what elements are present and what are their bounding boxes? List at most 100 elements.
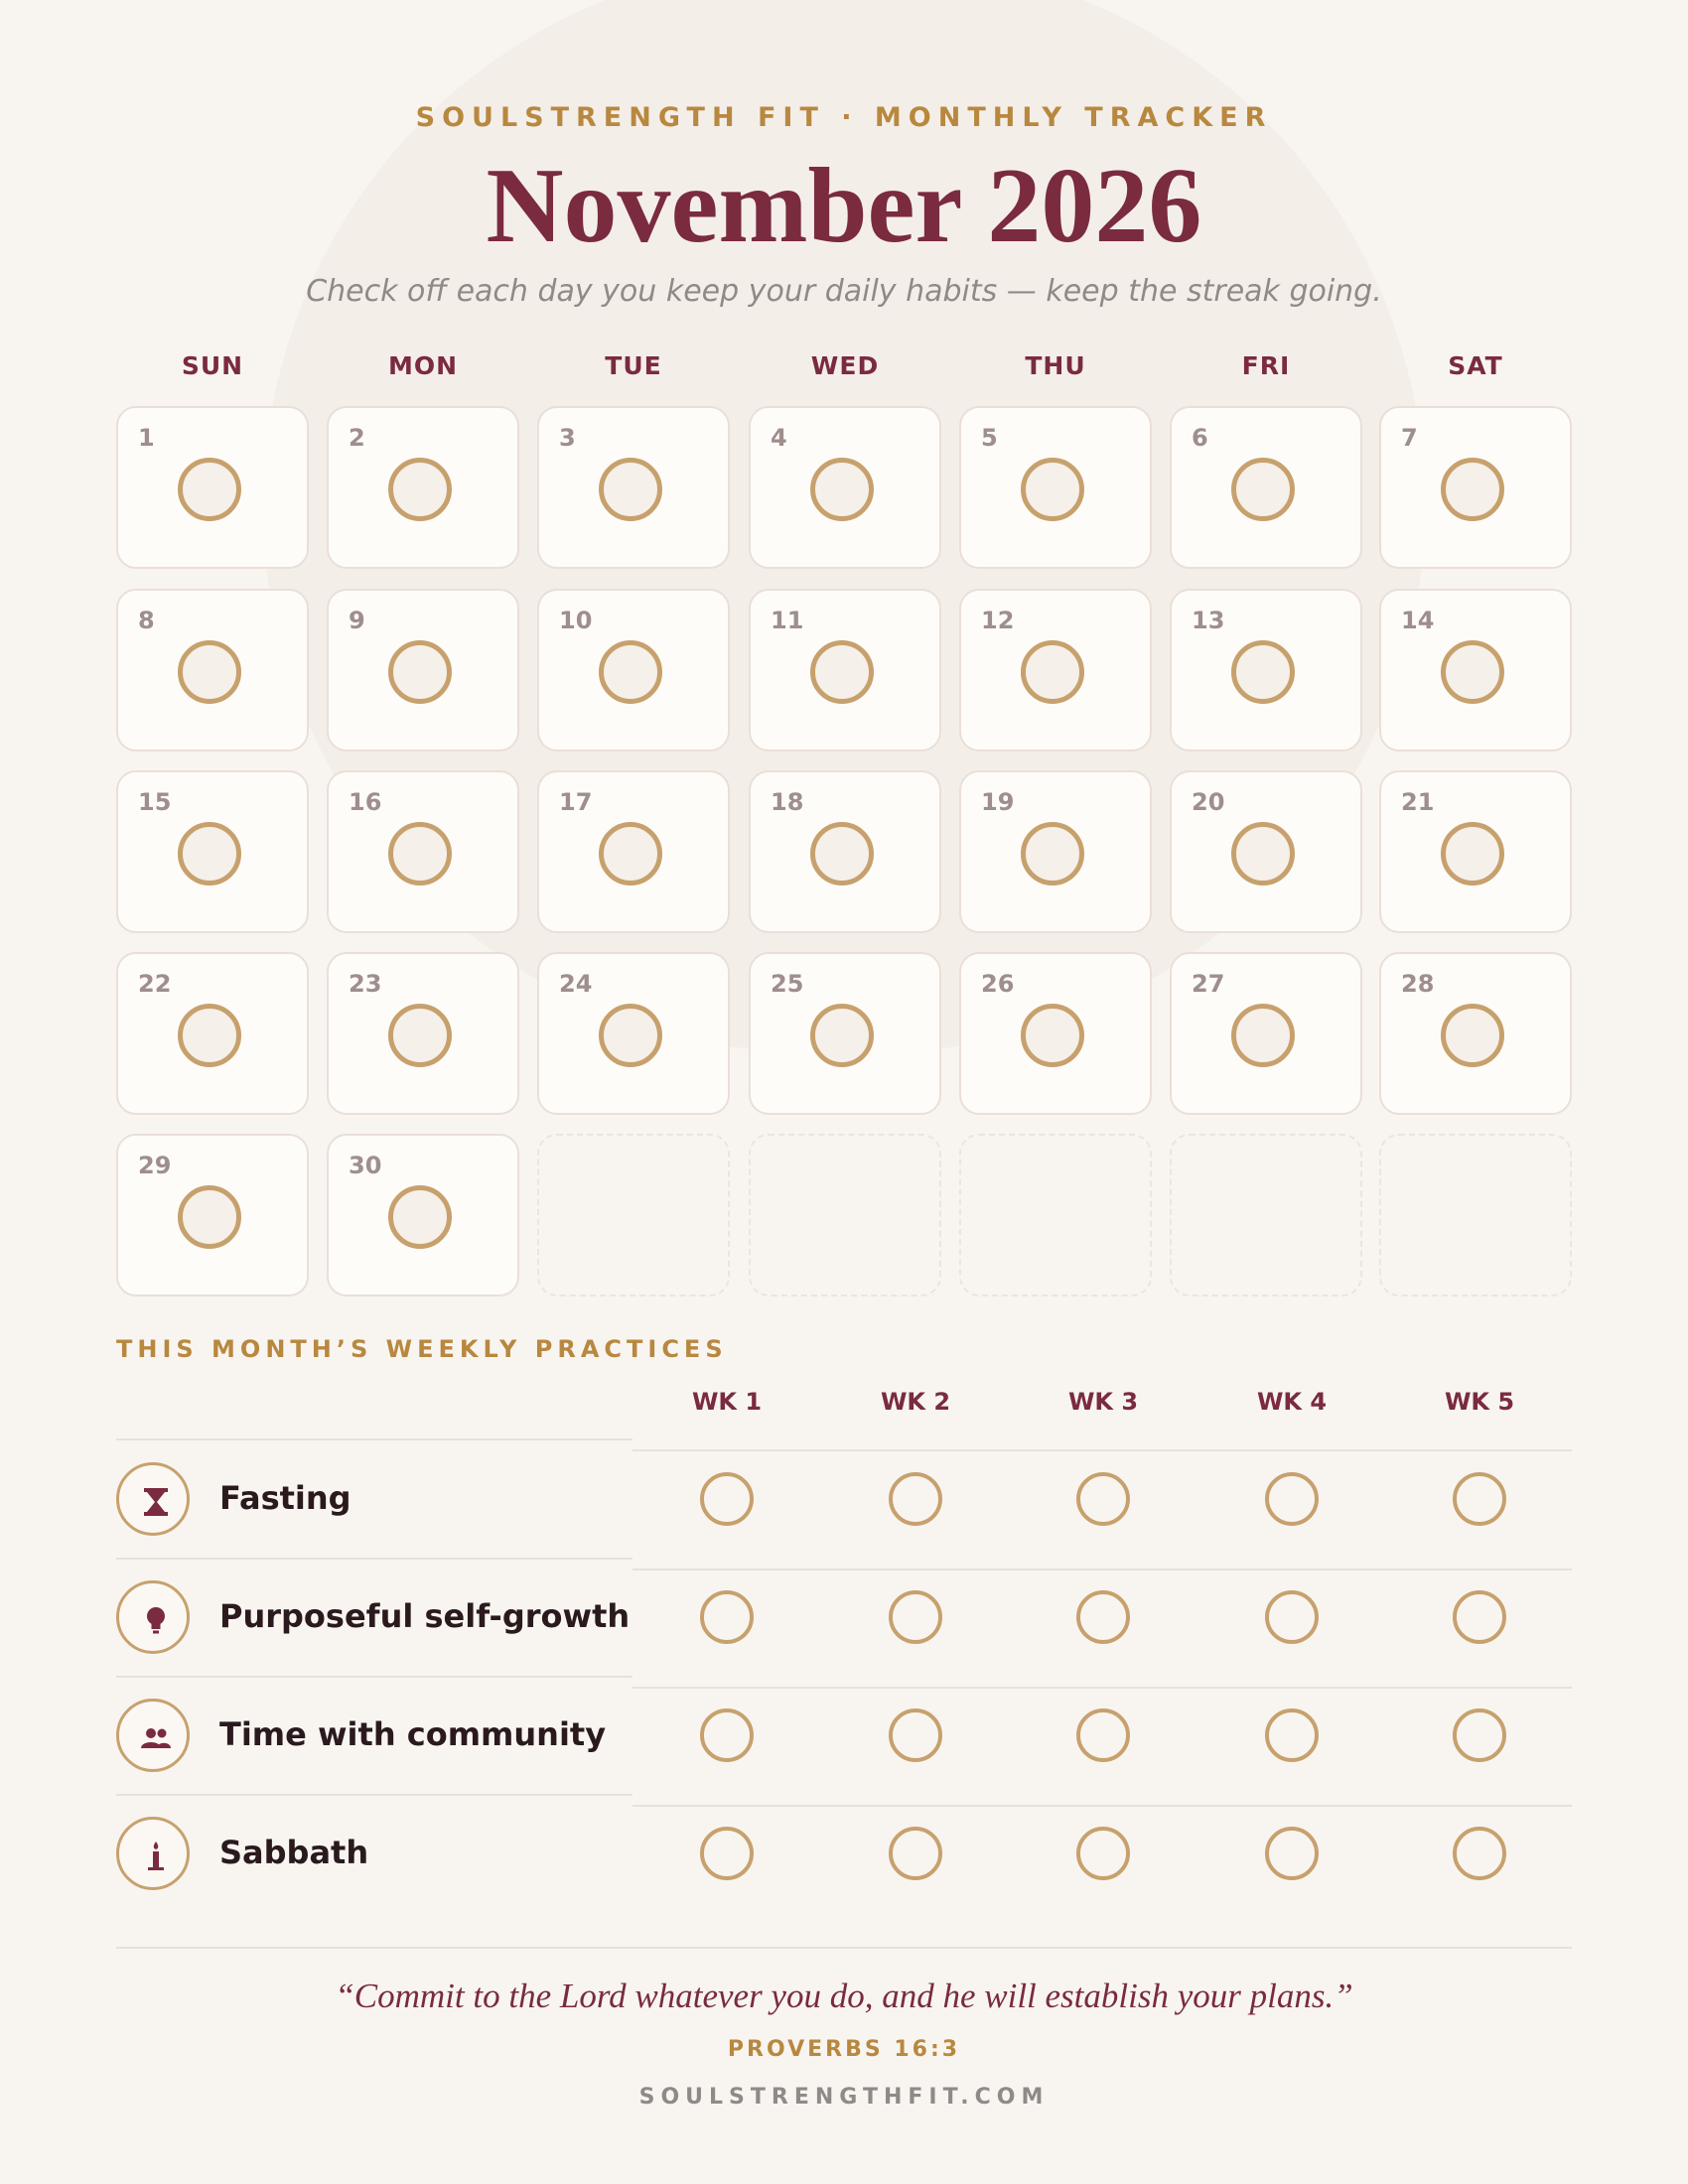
week-checkbox-circle[interactable] — [1265, 1827, 1319, 1880]
day-cell[interactable]: 30 — [327, 1134, 519, 1297]
day-cell[interactable]: 20 — [1170, 770, 1362, 933]
day-checkbox-circle[interactable] — [388, 822, 452, 886]
day-number: 8 — [138, 607, 155, 634]
day-checkbox-circle[interactable] — [810, 822, 874, 886]
day-cell[interactable]: 7 — [1379, 406, 1572, 569]
weekday-label-fri: FRI — [1241, 351, 1291, 380]
week-checkbox-circle[interactable] — [1076, 1472, 1130, 1526]
day-checkbox-circle[interactable] — [599, 640, 662, 704]
day-checkbox-circle[interactable] — [1441, 822, 1504, 886]
day-cell[interactable]: 4 — [749, 406, 941, 569]
day-cell[interactable]: 25 — [749, 952, 941, 1115]
day-number: 21 — [1401, 788, 1435, 816]
day-checkbox-circle[interactable] — [599, 458, 662, 521]
empty-day-cell — [959, 1134, 1152, 1297]
week-checkbox-circle[interactable] — [700, 1590, 754, 1644]
day-number: 17 — [559, 788, 593, 816]
day-checkbox-circle[interactable] — [178, 1185, 241, 1249]
week-checkbox-circle[interactable] — [1265, 1708, 1319, 1762]
day-checkbox-circle[interactable] — [1021, 640, 1084, 704]
day-checkbox-circle[interactable] — [599, 1004, 662, 1067]
day-cell[interactable]: 15 — [116, 770, 309, 933]
day-cell[interactable]: 29 — [116, 1134, 309, 1297]
row-divider — [116, 1794, 633, 1796]
day-cell[interactable]: 27 — [1170, 952, 1362, 1115]
week-checkbox-circle[interactable] — [700, 1708, 754, 1762]
week-checkbox-circle[interactable] — [1265, 1472, 1319, 1526]
day-checkbox-circle[interactable] — [1441, 458, 1504, 521]
day-checkbox-circle[interactable] — [1441, 640, 1504, 704]
day-cell[interactable]: 8 — [116, 589, 309, 751]
day-checkbox-circle[interactable] — [599, 822, 662, 886]
day-checkbox-circle[interactable] — [1441, 1004, 1504, 1067]
day-cell[interactable]: 2 — [327, 406, 519, 569]
day-checkbox-circle[interactable] — [1021, 822, 1084, 886]
day-checkbox-circle[interactable] — [1231, 822, 1295, 886]
empty-day-cell — [1170, 1134, 1362, 1297]
day-checkbox-circle[interactable] — [1231, 458, 1295, 521]
week-checkbox-circle[interactable] — [1453, 1472, 1506, 1526]
day-cell[interactable]: 26 — [959, 952, 1152, 1115]
day-number: 24 — [559, 970, 593, 998]
week-checkbox-circle[interactable] — [700, 1472, 754, 1526]
week-checkbox-circle[interactable] — [1076, 1708, 1130, 1762]
day-cell[interactable]: 10 — [537, 589, 730, 751]
day-cell[interactable]: 18 — [749, 770, 941, 933]
day-checkbox-circle[interactable] — [1231, 1004, 1295, 1067]
day-cell[interactable]: 11 — [749, 589, 941, 751]
day-cell[interactable]: 3 — [537, 406, 730, 569]
day-cell[interactable]: 19 — [959, 770, 1152, 933]
day-checkbox-circle[interactable] — [1021, 458, 1084, 521]
day-cell[interactable]: 1 — [116, 406, 309, 569]
day-cell[interactable]: 28 — [1379, 952, 1572, 1115]
week-checkbox-circle[interactable] — [700, 1827, 754, 1880]
day-checkbox-circle[interactable] — [388, 1004, 452, 1067]
lightbulb-icon — [116, 1580, 190, 1654]
day-cell[interactable]: 22 — [116, 952, 309, 1115]
week-checkbox-circle[interactable] — [1453, 1708, 1506, 1762]
day-checkbox-circle[interactable] — [388, 1185, 452, 1249]
week-checkbox-circle[interactable] — [1453, 1827, 1506, 1880]
day-checkbox-circle[interactable] — [810, 458, 874, 521]
hourglass-icon — [116, 1462, 190, 1536]
day-cell[interactable]: 14 — [1379, 589, 1572, 751]
day-cell[interactable]: 17 — [537, 770, 730, 933]
practice-row-fasting: Fasting — [0, 1440, 1688, 1559]
day-cell[interactable]: 9 — [327, 589, 519, 751]
weekday-label-tue: TUE — [605, 351, 662, 380]
day-checkbox-circle[interactable] — [1231, 640, 1295, 704]
week-checkbox-circle[interactable] — [889, 1472, 942, 1526]
week-checkbox-circle[interactable] — [1265, 1590, 1319, 1644]
day-checkbox-circle[interactable] — [388, 458, 452, 521]
day-number: 16 — [349, 788, 382, 816]
day-checkbox-circle[interactable] — [388, 640, 452, 704]
day-cell[interactable]: 13 — [1170, 589, 1362, 751]
day-cell[interactable]: 21 — [1379, 770, 1572, 933]
day-checkbox-circle[interactable] — [178, 458, 241, 521]
day-checkbox-circle[interactable] — [810, 640, 874, 704]
week-checkbox-circle[interactable] — [1453, 1590, 1506, 1644]
day-checkbox-circle[interactable] — [178, 1004, 241, 1067]
day-cell[interactable]: 24 — [537, 952, 730, 1115]
day-cell[interactable]: 12 — [959, 589, 1152, 751]
week-checkbox-circle[interactable] — [889, 1590, 942, 1644]
day-cell[interactable]: 6 — [1170, 406, 1362, 569]
day-cell[interactable]: 16 — [327, 770, 519, 933]
empty-day-cell — [537, 1134, 730, 1297]
week-checkbox-circle[interactable] — [889, 1827, 942, 1880]
row-divider — [633, 1687, 1572, 1689]
day-checkbox-circle[interactable] — [178, 822, 241, 886]
day-number: 19 — [981, 788, 1015, 816]
day-checkbox-circle[interactable] — [1021, 1004, 1084, 1067]
day-cell[interactable]: 23 — [327, 952, 519, 1115]
day-number: 1 — [138, 424, 155, 452]
week-checkbox-circle[interactable] — [889, 1708, 942, 1762]
week-checkbox-circle[interactable] — [1076, 1590, 1130, 1644]
weekday-label-sun: SUN — [181, 351, 244, 380]
day-checkbox-circle[interactable] — [178, 640, 241, 704]
day-checkbox-circle[interactable] — [810, 1004, 874, 1067]
day-number: 26 — [981, 970, 1015, 998]
week-checkbox-circle[interactable] — [1076, 1827, 1130, 1880]
quote-reference: PROVERBS 16:3 — [727, 2037, 961, 2062]
day-cell[interactable]: 5 — [959, 406, 1152, 569]
